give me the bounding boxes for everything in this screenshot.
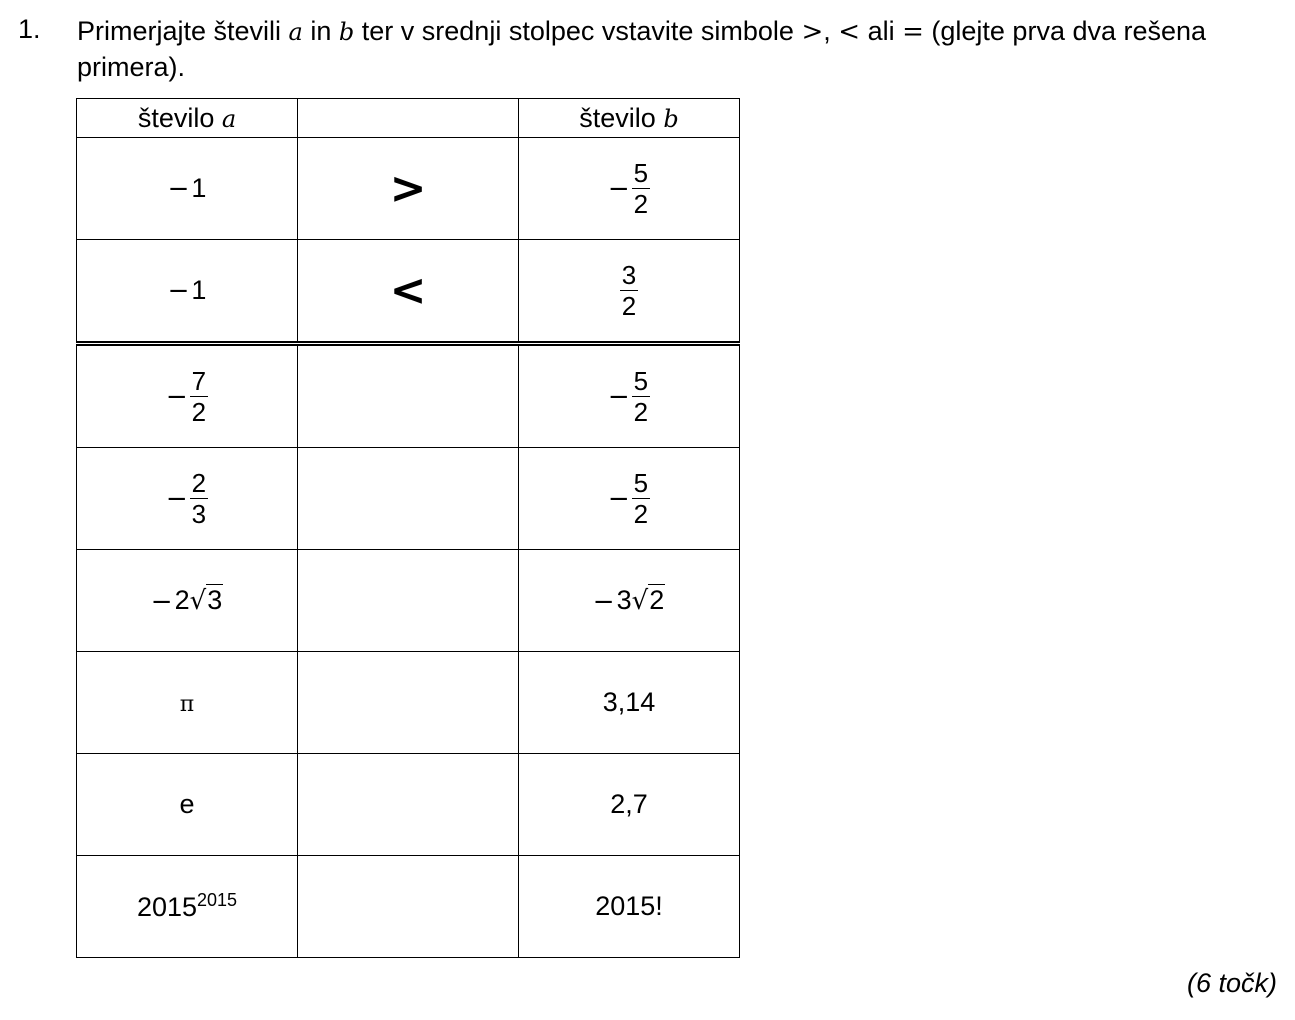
table-row: −7 2 −5 2 bbox=[76, 343, 740, 448]
cell-a: −7 2 bbox=[76, 343, 298, 448]
question-text: ter v srednji stolpec vstavite simbole bbox=[354, 16, 802, 46]
task-question: Primerjajte števili a in b ter v srednji… bbox=[77, 14, 1267, 85]
cell-b: −5 2 bbox=[518, 343, 740, 448]
cell-a: −1 bbox=[76, 137, 298, 240]
symbol-less: < bbox=[838, 17, 861, 47]
cell-a: −2 √ 3 bbox=[76, 549, 298, 652]
header-number-a: število a bbox=[76, 98, 298, 138]
square-root: √ 2 bbox=[631, 584, 666, 617]
header-symbol bbox=[297, 98, 519, 138]
cell-symbol-empty[interactable] bbox=[297, 651, 519, 754]
cell-symbol-empty[interactable] bbox=[297, 753, 519, 856]
points-label: (6 točk) bbox=[1186, 968, 1277, 998]
table-row: 20152015 2015! bbox=[76, 855, 740, 958]
exponent: 2015 bbox=[197, 890, 238, 910]
cell-a: −1 bbox=[76, 239, 298, 346]
cell-b: −3 √ 2 bbox=[518, 549, 740, 652]
cell-symbol-empty[interactable] bbox=[297, 447, 519, 550]
table-row: −1 > −5 2 bbox=[76, 137, 740, 240]
question-text: in bbox=[302, 16, 339, 46]
question-text: ali bbox=[860, 16, 903, 46]
cell-symbol-empty[interactable] bbox=[297, 549, 519, 652]
var-b: b bbox=[338, 18, 355, 46]
cell-symbol: < bbox=[297, 239, 519, 346]
var-b: b bbox=[663, 104, 679, 133]
symbol-equal: = bbox=[902, 17, 924, 47]
header-number-b: število b bbox=[518, 98, 740, 138]
cell-b: 2,7 bbox=[518, 753, 740, 856]
cell-symbol-empty[interactable] bbox=[297, 855, 519, 958]
question-text: Primerjajte števili bbox=[77, 16, 289, 46]
cell-b: 2015! bbox=[518, 855, 740, 958]
symbol-greater: > bbox=[801, 17, 824, 47]
cell-b: 3,14 bbox=[518, 651, 740, 754]
table-row: −2 √ 3 −3 √ 2 bbox=[76, 549, 740, 652]
table-row: π 3,14 bbox=[76, 651, 740, 754]
table-header-row: število a število b bbox=[76, 98, 740, 138]
table-row: −2 3 −5 2 bbox=[76, 447, 740, 550]
cell-b: −5 2 bbox=[518, 137, 740, 240]
question-text: (glejte prva dva rešena primera). bbox=[77, 16, 1207, 82]
question-text: , bbox=[823, 16, 839, 46]
cell-a: −2 3 bbox=[76, 447, 298, 550]
cell-a: π bbox=[76, 651, 298, 754]
var-a: a bbox=[221, 104, 237, 133]
var-a: a bbox=[288, 18, 303, 46]
pi-symbol: π bbox=[179, 692, 195, 717]
task-number: 1. bbox=[18, 14, 41, 44]
symbol-answer: > bbox=[389, 163, 427, 214]
cell-symbol-empty[interactable] bbox=[297, 343, 519, 448]
cell-symbol: > bbox=[297, 137, 519, 240]
cell-a: 20152015 bbox=[76, 855, 298, 958]
table-row: e 2,7 bbox=[76, 753, 740, 856]
cell-a: e bbox=[76, 753, 298, 856]
cell-b: −5 2 bbox=[518, 447, 740, 550]
symbol-answer: < bbox=[389, 265, 427, 316]
square-root: √ 3 bbox=[189, 584, 224, 617]
